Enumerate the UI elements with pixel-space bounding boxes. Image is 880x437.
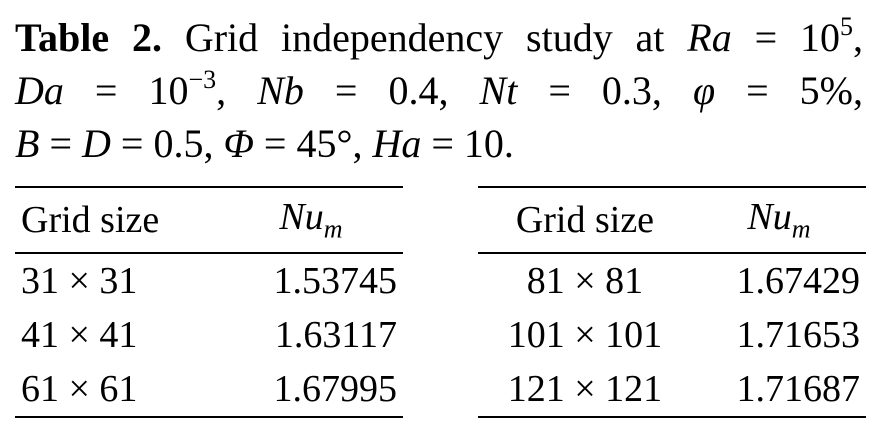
table-row: 101 × 101 1.71653 xyxy=(478,308,866,362)
table-cell: 41 × 41 xyxy=(21,314,138,356)
table-row: 121 × 121 1.71687 xyxy=(478,362,866,418)
data-table: Grid size Num 81 × 81 1.67429 101 × 101 1.716… xyxy=(478,186,866,418)
table-head: Grid size Num xyxy=(478,186,866,254)
table-cell: 1.71687 xyxy=(691,362,866,418)
header-subscript: m xyxy=(323,214,343,244)
table-row: 81 × 81 1.67429 xyxy=(478,253,866,308)
table-row: 61 × 61 1.67995 xyxy=(15,362,403,418)
math: Da xyxy=(15,68,64,113)
table-head: Grid size Num xyxy=(15,186,403,254)
math: = 0.4, xyxy=(303,68,480,113)
table-body: 81 × 81 1.67429 101 × 101 1.71653 121 × 121 1… xyxy=(478,253,866,418)
header-symbol: Nu xyxy=(747,196,792,239)
math: = 0.5, xyxy=(110,121,224,166)
table-cell: 121 × 121 xyxy=(478,362,692,418)
header-subscript: m xyxy=(791,214,811,244)
math: B xyxy=(15,121,40,166)
caption-line: B = D = 0.5, Φ = 45°, Ha = 10. xyxy=(15,118,863,170)
math: Ha xyxy=(372,121,422,166)
math: Ra xyxy=(687,15,732,60)
table-row: 41 × 41 1.63117 xyxy=(15,308,403,362)
caption-label: Table 2. xyxy=(15,15,162,60)
math: φ xyxy=(692,68,716,113)
table-cell: 1.71653 xyxy=(736,314,861,356)
header-text: Grid size xyxy=(515,199,655,241)
math: Nt xyxy=(479,68,518,113)
math: , xyxy=(216,68,258,113)
table-cell: 81 × 81 xyxy=(526,260,644,302)
table-cell: 1.63117 xyxy=(274,314,397,356)
caption-text: Grid independency study at xyxy=(184,15,688,60)
math: = 10. xyxy=(421,121,514,166)
header-cell: Grid size xyxy=(478,186,692,254)
table-cell: 1.67995 xyxy=(219,362,403,418)
math: = 0.3, xyxy=(517,68,693,113)
table-body: 31 × 31 1.53745 41 × 41 1.63117 61 × 61 1.679… xyxy=(15,253,403,418)
header-symbol: Nu xyxy=(279,196,324,239)
math: 5 xyxy=(840,12,853,41)
math: = 10 xyxy=(731,15,840,60)
math: , xyxy=(853,15,863,60)
table-cell: 31 × 31 xyxy=(21,260,138,302)
table-cell: 101 × 101 xyxy=(507,314,663,356)
header-cell: Num xyxy=(691,186,866,254)
header-row: Grid size Num xyxy=(15,186,403,254)
header-cell: Num xyxy=(219,186,403,254)
data-table: Grid size Num 31 × 31 1.53745 41 × 41 1.63117… xyxy=(15,186,403,418)
caption-line: Table 2. Grid independency study at Ra =… xyxy=(15,12,863,64)
header-cell: Grid size xyxy=(15,186,219,254)
table-cell: 61 × 61 xyxy=(15,362,219,418)
header-text: Grid size xyxy=(21,199,160,241)
math: Nb xyxy=(257,68,304,113)
caption-line: Da = 10−3, Nb = 0.4, Nt = 0.3, φ = 5%, xyxy=(15,65,863,117)
math: = 5%, xyxy=(715,68,863,113)
math: Φ xyxy=(223,121,254,166)
math: D xyxy=(82,121,111,166)
math: = 45°, xyxy=(253,121,373,166)
table-cell: 1.67429 xyxy=(736,260,861,302)
header-row: Grid size Num xyxy=(478,186,866,254)
math: = xyxy=(39,121,82,166)
table-row: 31 × 31 1.53745 xyxy=(15,253,403,308)
table-cell: 1.53745 xyxy=(273,260,398,302)
math: = 10 xyxy=(63,68,189,113)
math: −3 xyxy=(188,65,217,94)
